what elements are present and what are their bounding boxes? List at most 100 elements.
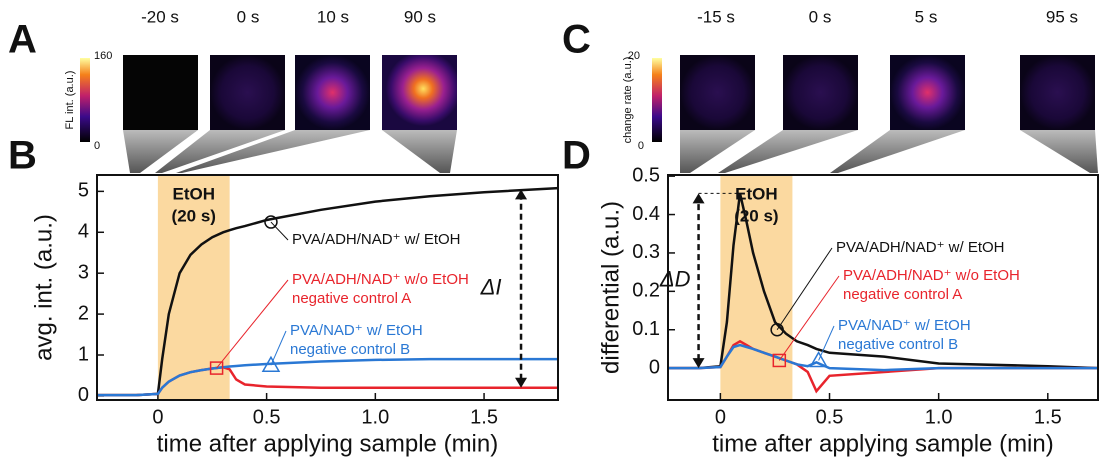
time-label: 5 s bbox=[915, 7, 938, 26]
fan bbox=[176, 130, 370, 173]
panel-label: D bbox=[562, 134, 591, 178]
time-label: -15 s bbox=[697, 7, 735, 26]
chart: EtOH (20 s) 0 0.1 0.2 0.3 0.4 0.5 0 0.5 1.0 1.5time… bbox=[597, 164, 1099, 457]
series-label: PVA/ADH/NAD⁺ w/ EtOH bbox=[292, 231, 461, 248]
arrow-head bbox=[515, 377, 528, 388]
series-note: negative control B bbox=[290, 341, 410, 358]
marker bbox=[261, 355, 281, 372]
colorbar-label: FL int. (a.u.) bbox=[64, 71, 76, 130]
marker bbox=[770, 322, 784, 337]
y-tick-label: 5 bbox=[78, 180, 89, 202]
series-label: PVA/ADH/NAD⁺ w/o EtOH bbox=[292, 271, 469, 288]
y-tick-label: 0.1 bbox=[632, 318, 660, 340]
y-tick-label: 3 bbox=[78, 261, 89, 283]
image bbox=[382, 55, 457, 130]
time-label: 0 s bbox=[809, 7, 832, 26]
y-tick-label: 4 bbox=[78, 221, 89, 243]
delta-label: ΔI bbox=[480, 274, 502, 299]
time-label: -20 s bbox=[141, 7, 179, 26]
y-axis-title: differential (a.u.) bbox=[597, 201, 624, 374]
x-tick-label: 1.0 bbox=[361, 406, 389, 428]
colorbar bbox=[652, 58, 662, 142]
arrow-head bbox=[692, 358, 705, 369]
leader-line bbox=[778, 275, 840, 361]
series-line bbox=[97, 186, 559, 397]
delta-label: ΔD bbox=[659, 267, 691, 292]
arrow-head bbox=[692, 193, 705, 204]
x-axis-title: time after applying sample (min) bbox=[157, 430, 498, 457]
panel-c: C 20 0 change rate (a.u.) -15 s 0 s 5 s … bbox=[562, 7, 1098, 173]
colorbar-min: 0 bbox=[638, 140, 644, 152]
fan bbox=[718, 130, 858, 173]
leader-line bbox=[216, 279, 289, 369]
x-tick-label: 0 bbox=[152, 406, 163, 428]
panel-a: A 160 0 FL int. (a.u.) -20 s 0 s 10 s 90… bbox=[8, 7, 457, 173]
series-label: PVA/ADH/NAD⁺ w/o EtOH bbox=[843, 267, 1020, 284]
plot-frame bbox=[667, 174, 1099, 401]
image bbox=[680, 55, 755, 130]
x-axis-title: time after applying sample (min) bbox=[712, 430, 1053, 457]
x-tick-label: 0.5 bbox=[253, 406, 281, 428]
series-line bbox=[668, 343, 1098, 372]
marker bbox=[772, 353, 787, 368]
time-label: 95 s bbox=[1046, 7, 1078, 26]
fan bbox=[1020, 130, 1098, 173]
fan bbox=[680, 130, 755, 173]
highlight-label: EtOH bbox=[173, 184, 216, 203]
leader-line bbox=[270, 221, 289, 241]
highlight-label: (20 s) bbox=[172, 206, 216, 225]
marker bbox=[809, 350, 828, 368]
panel-label: A bbox=[8, 18, 37, 62]
colorbar-label: change rate (a.u.) bbox=[622, 57, 634, 144]
series-note: negative control B bbox=[838, 336, 958, 353]
colorbar-max: 20 bbox=[628, 50, 640, 62]
y-tick-label: 1 bbox=[78, 343, 89, 365]
time-label: 90 s bbox=[404, 7, 436, 26]
y-tick-label: 0 bbox=[649, 356, 660, 378]
x-tick-label: 1.5 bbox=[470, 406, 498, 428]
x-tick-label: 0.5 bbox=[816, 406, 844, 428]
series-label: PVA/ADH/NAD⁺ w/ EtOH bbox=[836, 239, 1005, 256]
series-note: negative control A bbox=[843, 286, 962, 303]
series-label: PVA/NAD⁺ w/ EtOH bbox=[290, 322, 423, 339]
y-tick-label: 0.2 bbox=[632, 280, 660, 302]
colorbar bbox=[80, 58, 90, 142]
y-axis-title: avg. int. (a.u.) bbox=[30, 214, 57, 361]
fan bbox=[382, 130, 457, 173]
leader-line bbox=[270, 330, 287, 366]
highlight-band bbox=[720, 175, 793, 400]
y-tick-label: 0.3 bbox=[632, 241, 660, 263]
series-label: PVA/NAD⁺ w/ EtOH bbox=[838, 317, 971, 334]
y-tick-label: 0 bbox=[78, 384, 89, 406]
time-label: 0 s bbox=[237, 7, 260, 26]
marker bbox=[209, 361, 224, 375]
series-note: negative control A bbox=[292, 290, 411, 307]
colorbar-max: 160 bbox=[94, 50, 112, 62]
highlight-label: (20 s) bbox=[734, 206, 778, 225]
x-tick-label: 1.5 bbox=[1034, 406, 1062, 428]
colorbar-min: 0 bbox=[94, 140, 100, 152]
arrow-head bbox=[515, 189, 528, 200]
image bbox=[295, 55, 370, 130]
image bbox=[890, 55, 965, 130]
panel-label: B bbox=[8, 134, 37, 178]
fan bbox=[830, 130, 965, 173]
series-line bbox=[668, 193, 1099, 370]
x-tick-label: 0 bbox=[715, 406, 726, 428]
image bbox=[123, 55, 198, 130]
leader-line bbox=[818, 325, 835, 361]
fan bbox=[123, 130, 198, 173]
image bbox=[210, 55, 285, 130]
x-tick-label: 1.0 bbox=[925, 406, 953, 428]
panel-label: C bbox=[562, 18, 591, 62]
leader-line bbox=[776, 247, 833, 331]
fan bbox=[155, 130, 285, 173]
highlight-label: EtOH bbox=[735, 184, 778, 203]
marker bbox=[264, 215, 278, 229]
plot-frame bbox=[96, 174, 559, 401]
y-tick-label: 0.4 bbox=[632, 203, 660, 225]
image bbox=[783, 55, 858, 130]
